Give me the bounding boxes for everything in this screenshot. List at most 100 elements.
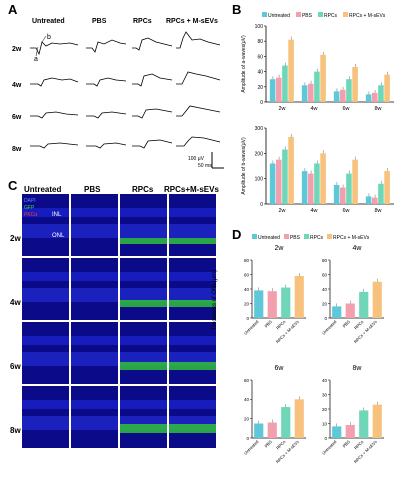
micro-header-pbs: PBS xyxy=(84,185,101,194)
bar-4w-0 xyxy=(301,171,308,204)
micro-image-6w-2 xyxy=(120,322,167,384)
y-tick-label: 100 xyxy=(255,177,264,183)
bar-6w-0 xyxy=(333,91,340,102)
panel-b-letter: B xyxy=(232,2,242,17)
y-tick-label: 60 xyxy=(244,272,250,277)
y-axis-label: Amplitude of a-waves(μV) xyxy=(241,35,247,93)
y-tick-label: 0 xyxy=(324,436,327,441)
bar-2w-1 xyxy=(275,159,282,204)
legend-swatch xyxy=(252,234,257,239)
legend-pbs: PBS xyxy=(295,12,312,19)
onl-subtitle: 4w xyxy=(353,245,363,252)
y-tick-label: 80 xyxy=(244,258,250,263)
legend-rpcs: RPCs xyxy=(317,12,337,19)
x-tick-label: Untreated xyxy=(243,439,260,456)
y-tick-label: 40 xyxy=(257,70,263,76)
erg-trace-8w-untreated xyxy=(30,142,79,149)
bar-8w-2 xyxy=(378,183,384,204)
layer-onl-label: ONL xyxy=(52,233,65,239)
erg-trace-6w-pbs xyxy=(86,111,127,119)
y-tick-label: 20 xyxy=(322,301,328,306)
micro-image-4w-2 xyxy=(120,258,167,320)
erg-trace-8w-rpcs-msevs xyxy=(176,136,221,147)
erg-row-4w: 4w xyxy=(12,82,22,89)
x-tick-label: 6w xyxy=(342,208,349,214)
bar-6w-2 xyxy=(346,79,352,102)
legend-rpcs: RPCs xyxy=(303,234,323,241)
erg-trace-4w-pbs xyxy=(86,77,127,87)
x-tick-label: 6w xyxy=(342,106,349,112)
x-tick-label: 4w xyxy=(310,106,317,112)
x-tick-label: PBS xyxy=(341,439,351,449)
erg-header-untreated: Untreated xyxy=(32,18,65,25)
b-wave-chart: 0 100 200 300 Amplitude of b-waves(μV) 2w 4w 6w… xyxy=(241,126,394,214)
y-tick-label: 30 xyxy=(322,392,328,397)
bar-4w-3 xyxy=(320,153,326,204)
erg-scale-y-label: 100 μV xyxy=(188,156,204,162)
legend-untreated: Untreated xyxy=(252,234,280,241)
bar-2w-3 xyxy=(288,39,294,102)
micro-header-rpcs: RPCs xyxy=(132,185,154,194)
micro-row-8w: 8w xyxy=(10,426,21,435)
y-tick-label: 20 xyxy=(257,85,263,91)
bar-4w-3 xyxy=(320,54,326,102)
micro-image-4w-1 xyxy=(71,258,118,320)
bar-PBS xyxy=(267,291,277,318)
x-tick-label: RPCs xyxy=(353,319,364,330)
y-axis-label: Amplitude of b-waves(μV) xyxy=(241,137,247,195)
x-tick-label: 4w xyxy=(310,208,317,214)
x-tick-label: 2w xyxy=(278,208,285,214)
erg-trace-6w-rpcs xyxy=(132,108,173,119)
micro-row-6w: 6w xyxy=(10,362,21,371)
erg-header-rpcs-msevs: RPCs + M-sEVs xyxy=(166,18,218,25)
bar-Untreated xyxy=(254,423,264,438)
micro-image-2w-2 xyxy=(120,194,167,256)
panel-d-legend: Untreated PBS RPCs RPCs + M-sEVs xyxy=(252,234,369,241)
legend-swatch xyxy=(295,12,301,17)
stain-gfp-label: GFP xyxy=(24,205,35,211)
bar-RPCs + M-sEVs xyxy=(372,281,382,318)
legend-untreated: Untreated xyxy=(262,12,290,19)
bar-8w-3 xyxy=(384,74,390,102)
stain-dapi-label: DAPI xyxy=(24,198,36,204)
bar-8w-0 xyxy=(365,196,372,204)
panel-b-legend: Untreated PBS RPCs RPCs + M-sEVs xyxy=(262,12,385,19)
onl-subtitle: 2w xyxy=(275,245,285,252)
y-tick-label: 0 xyxy=(246,316,249,321)
bar-PBS xyxy=(345,303,355,318)
bar-4w-0 xyxy=(301,85,308,102)
erg-trace-2w-rpcs xyxy=(132,37,173,51)
layer-inl-label: INL xyxy=(52,212,62,218)
erg-scale-x-label: 50 ms xyxy=(198,163,212,169)
bar-6w-1 xyxy=(339,187,346,204)
micro-image-4w-3 xyxy=(169,258,216,320)
micro-image-6w-0 xyxy=(22,322,69,384)
y-tick-label: 80 xyxy=(257,39,263,45)
bar-2w-1 xyxy=(275,77,282,102)
erg-traces xyxy=(30,31,224,169)
bar-8w-0 xyxy=(365,94,372,102)
y-tick-label: 40 xyxy=(244,287,250,292)
y-tick-label: 20 xyxy=(322,407,328,412)
bar-2w-0 xyxy=(269,79,276,102)
x-tick-label: 8w xyxy=(374,208,381,214)
onl-subtitle: 8w xyxy=(353,365,363,372)
x-tick-label: Untreated xyxy=(243,319,260,336)
micro-image-6w-3 xyxy=(169,322,216,384)
legend-swatch xyxy=(262,12,267,17)
bar-2w-2 xyxy=(282,149,288,204)
stain-pkc-label: PKCα xyxy=(24,212,38,218)
micro-scale-bar xyxy=(206,458,218,460)
y-tick-label: 10 xyxy=(322,421,328,426)
y-tick-label: 20 xyxy=(244,416,250,421)
micro-header-untreated: Untreated xyxy=(24,185,62,194)
erg-trace-2w-pbs xyxy=(86,39,127,53)
erg-trace-4w-rpcs-msevs xyxy=(176,71,221,85)
bar-Untreated xyxy=(332,306,342,318)
erg-trace-4w-rpcs xyxy=(132,73,173,87)
erg-wave-a-label: a xyxy=(34,56,38,63)
y-tick-label: 80 xyxy=(322,258,328,263)
bar-RPCs xyxy=(359,291,369,318)
